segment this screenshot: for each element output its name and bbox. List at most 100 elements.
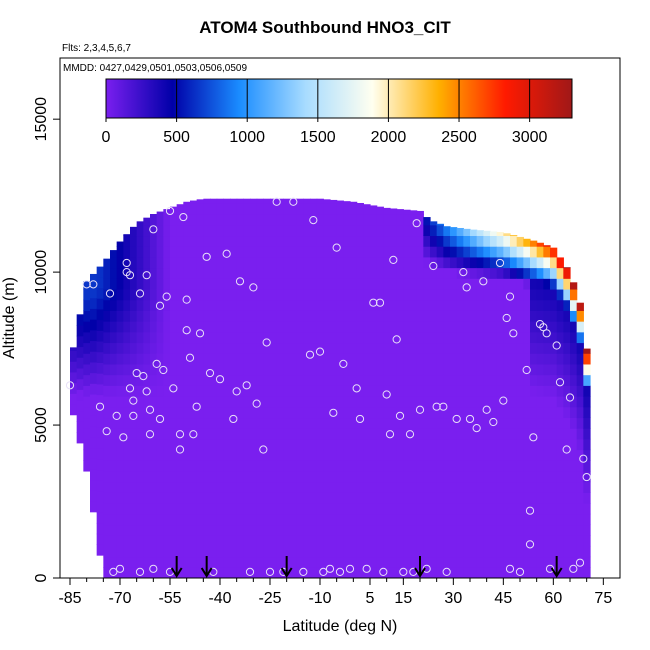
heatmap-cell [156,503,164,515]
heatmap-cell [123,331,131,344]
heatmap-cell [423,217,431,226]
heatmap-cell [516,492,524,504]
heatmap-cell [110,417,118,429]
heatmap-cell [96,448,104,460]
heatmap-cell [83,331,91,344]
heatmap-cell [183,331,191,344]
heatmap-cell [530,299,538,311]
heatmap-cell [123,353,131,365]
heatmap-cell [450,353,458,365]
heatmap-cell [523,288,531,301]
heatmap-cell [510,460,518,472]
heatmap-cell [536,299,544,311]
heatmap-cell [476,492,484,504]
heatmap-cell [150,556,158,568]
heatmap-cell [236,224,244,237]
heatmap-cell [390,460,398,472]
heatmap-cell [403,503,411,515]
heatmap-cell [456,513,464,526]
heatmap-cell [476,288,484,301]
heatmap-cell [270,214,278,226]
heatmap-cell [316,481,324,493]
observation-point [472,424,481,433]
heatmap-cell [283,288,291,301]
heatmap-cell [576,302,584,311]
heatmap-cell [356,481,364,493]
heatmap-cell [370,460,378,472]
heatmap-cell [183,203,191,215]
heatmap-cell [350,321,358,333]
heatmap-cell [423,460,431,472]
heatmap-cell [490,299,498,311]
heatmap-cell [510,481,518,493]
heatmap-cell [170,481,178,493]
heatmap-cell [123,246,131,258]
observation-point [335,567,345,576]
heatmap-cell [503,310,511,322]
heatmap-cell [476,246,484,258]
heatmap-cell [323,267,331,279]
x-tick-label: 5 [366,590,375,607]
heatmap-cell [416,363,424,376]
heatmap-cell [336,331,344,344]
heatmap-cell [583,396,591,408]
heatmap-cell [570,449,578,461]
heatmap-cell [170,524,178,536]
heatmap-cell [496,449,504,461]
heatmap-cell [190,513,198,526]
heatmap-cell [576,556,584,568]
heatmap-cell [516,556,524,568]
dates-subtitle: MMDD: 0427,0429,0501,0503,0506,0509 [63,63,247,74]
heatmap-cell [256,363,264,376]
heatmap-cell [403,310,411,322]
heatmap-cell [323,545,331,558]
heatmap-cell [310,513,318,526]
heatmap-cell [416,449,424,461]
heatmap-cell [576,321,584,333]
observation-point [169,384,178,393]
heatmap-cell [336,470,344,483]
heatmap-cell [550,438,558,451]
heatmap-cell [263,342,271,354]
heatmap-cell [430,363,438,376]
heatmap-cell [263,385,271,397]
heatmap-cell [470,545,478,558]
observation-point [329,408,338,417]
heatmap-cell [416,481,424,493]
heatmap-cell [123,492,131,504]
observation-point [265,567,275,576]
heatmap-cell [156,492,164,504]
heatmap-cell [556,267,564,279]
heatmap-cell [450,256,458,269]
heatmap-cell [230,385,238,397]
heatmap-cell [223,524,231,536]
x-axis: -85 -70 -55 -40 -25 -10 5 15 30 45 60 75 [58,578,612,607]
heatmap-cell [376,406,384,419]
heatmap-cell [256,396,264,408]
heatmap-cell [390,417,398,429]
heatmap-cell [203,535,211,547]
heatmap-cell [236,438,244,451]
heatmap-cell [390,438,398,451]
heatmap-cell [156,211,164,215]
heatmap-cell [276,438,284,451]
heatmap-cell [330,374,338,386]
heatmap-cell [543,567,551,578]
heatmap-cell [190,481,198,493]
observation-point [112,411,121,420]
heatmap-cell [190,524,198,536]
heatmap-cell [523,299,531,311]
heatmap-cell [310,353,318,365]
heatmap-cell [236,331,244,344]
heatmap-cell [323,385,331,397]
heatmap-cell [150,224,158,237]
heatmap-cell [396,513,404,526]
heatmap-cell [403,209,411,215]
heatmap-cell [116,428,124,440]
heatmap-cell [290,288,298,301]
heatmap-cell [143,217,151,226]
heatmap-cell [523,321,531,333]
heatmap-cell [370,503,378,515]
heatmap-cell [350,235,358,247]
heatmap-cell [536,460,544,472]
